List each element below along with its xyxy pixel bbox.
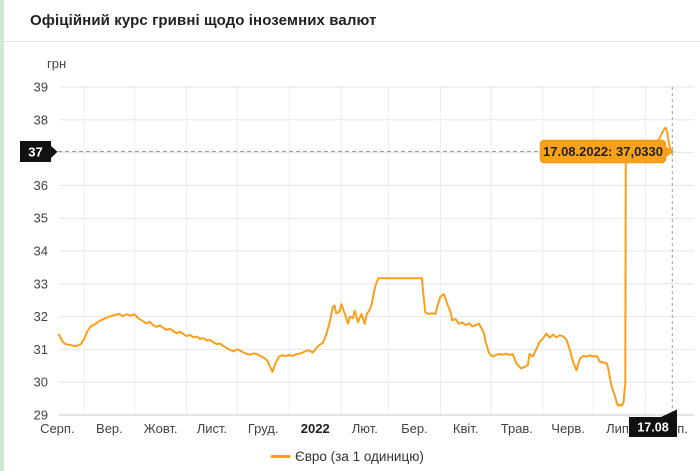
y-tick-label: 30 <box>34 375 48 390</box>
y-axis-badge-arrow <box>51 146 58 158</box>
x-tick-label: Груд. <box>248 421 279 436</box>
tooltip-box <box>539 139 667 164</box>
page-title: Офіційний курс гривні щодо іноземних вал… <box>30 12 377 29</box>
y-tick-label: 32 <box>34 309 48 324</box>
x-tick-label: Лист. <box>197 421 227 436</box>
x-axis-badge-box <box>629 417 677 437</box>
y-axis-title: грн <box>47 56 66 71</box>
x-tick-label: 2022 <box>301 421 330 436</box>
x-tick-label: Бер. <box>401 421 428 436</box>
y-tick-label: 38 <box>34 112 48 127</box>
y-axis: 2930313233343536373839грн <box>34 56 694 423</box>
x-tick-label: Квіт. <box>453 421 479 436</box>
series-line-euro[interactable] <box>58 126 674 407</box>
x-axis-badge-arrow <box>661 409 677 417</box>
x-tick-label: Вер. <box>96 421 123 436</box>
x-axis: Серп. Вер. Жовт. Лист. Груд. 2022 Лют. Бер. Квіт… <box>40 87 694 436</box>
x-tick-label: Жовт. <box>144 421 178 436</box>
y-axis-badge-label: 37 <box>28 145 42 160</box>
tooltip-label: 17.08.2022: 37,0330 <box>543 144 663 159</box>
x-tick-label: Трав. <box>501 421 533 436</box>
x-tick-label: Лют. <box>352 421 378 436</box>
legend-label[interactable]: Євро (за 1 одиницю) <box>295 449 424 464</box>
y-tick-label: 39 <box>34 80 48 95</box>
x-axis-badge: 17.08 <box>629 409 677 437</box>
x-axis-badge-label: 17.08 <box>637 421 668 435</box>
y-tick-label: 33 <box>34 276 48 291</box>
tooltip: 17.08.2022: 37,0330 <box>539 139 674 164</box>
y-tick-label: 36 <box>34 178 48 193</box>
y-tick-label: 31 <box>34 342 48 357</box>
page-header: Офіційний курс гривні щодо іноземних вал… <box>4 0 700 42</box>
y-tick-label: 34 <box>34 244 48 259</box>
y-axis-badge-box <box>20 141 51 162</box>
exchange-rate-chart[interactable]: 29 30 31 32 33 34 35 36 37 38 39 грн Серп. Вер. Жовт. Л… <box>4 0 700 471</box>
x-tick-label: Черв. <box>551 421 585 436</box>
y-axis-badge: 37 <box>20 141 58 162</box>
legend[interactable]: Євро (за 1 одиницю) <box>270 449 424 464</box>
y-tick-label: 35 <box>34 211 48 226</box>
x-tick-label: Серп. <box>40 421 75 436</box>
y-tick-label: 29 <box>34 408 48 423</box>
x-tick-label: Лип. <box>606 421 632 436</box>
